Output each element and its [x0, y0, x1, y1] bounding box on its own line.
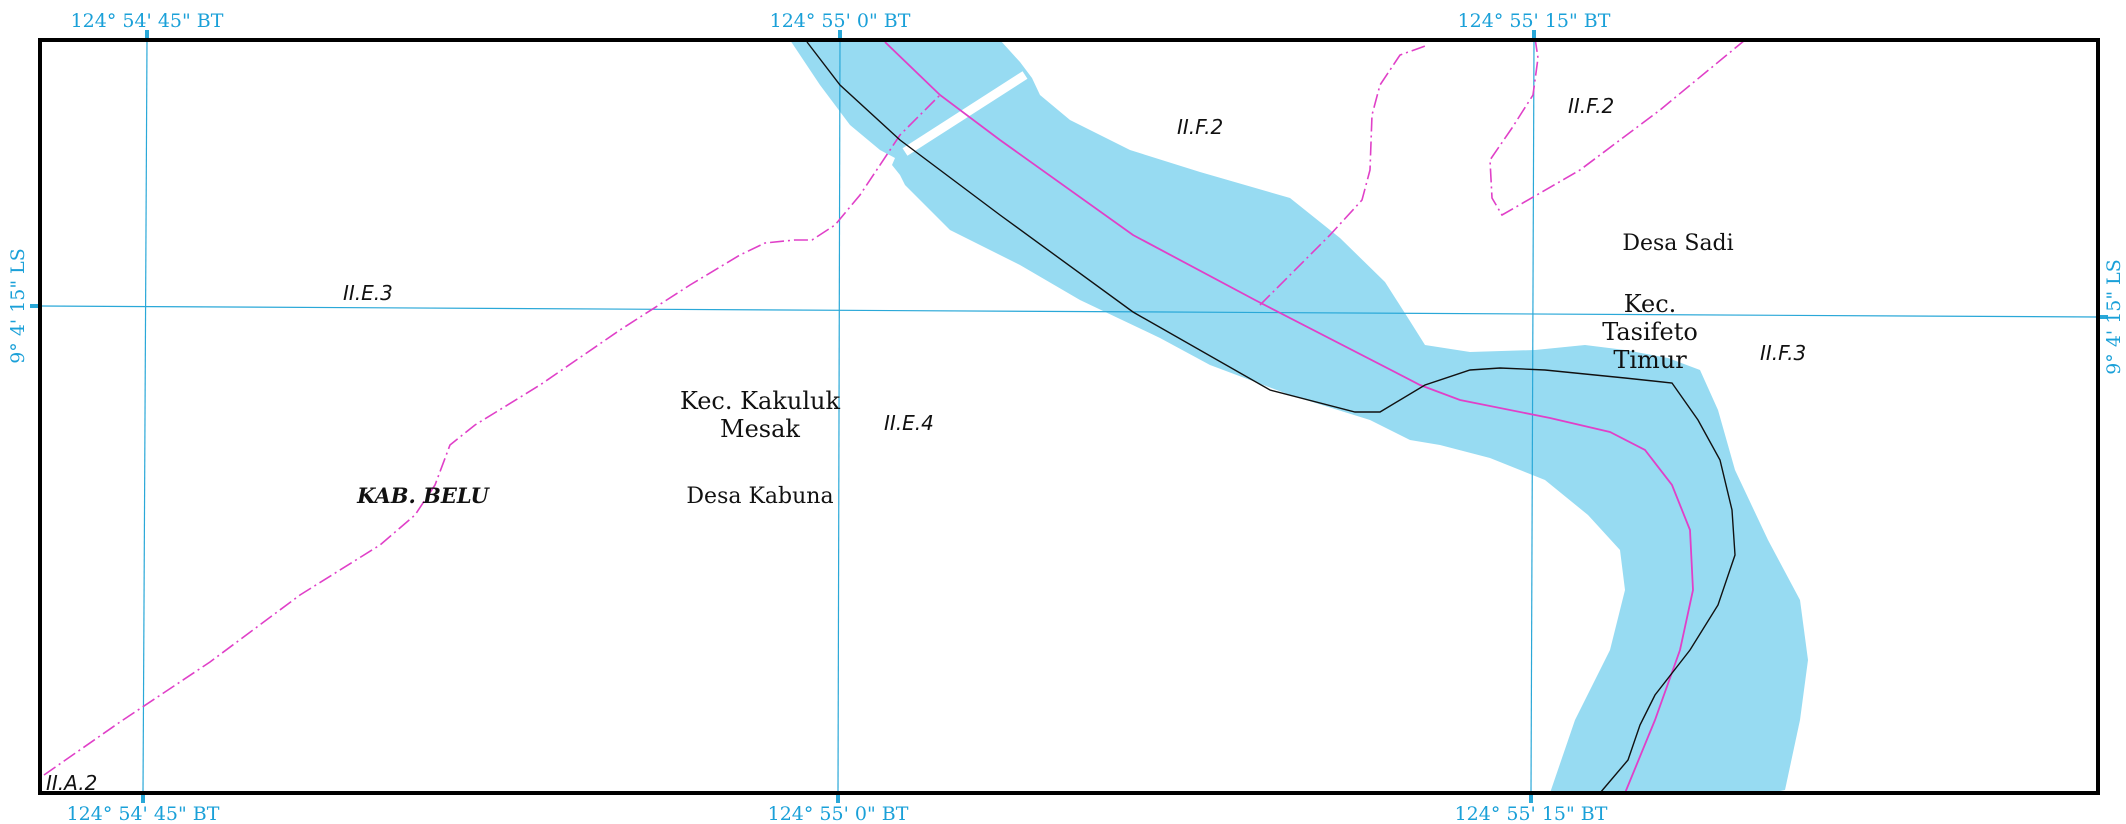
- label-kec-kakuluk-mesak-1: Kec. Kakuluk: [680, 387, 841, 415]
- place-labels: Desa Sadi Kec. Tasifeto Timur Kec. Kakul…: [356, 231, 1734, 509]
- grid-line-horizontal-1: [39, 305, 2099, 318]
- label-kec-tasifeto-timur-3: Timur: [1613, 346, 1687, 374]
- coord-bottom-3: 124° 55' 15" BT: [1455, 803, 1608, 824]
- label-desa-kabuna: Desa Kabuna: [686, 484, 833, 509]
- label-kec-kakuluk-mesak-2: Mesak: [720, 415, 800, 443]
- code-ii-e-4: II.E.4: [884, 411, 934, 435]
- grid-line-vertical-3: [1530, 39, 1535, 794]
- code-ii-f-2-b: II.F.2: [1568, 94, 1614, 118]
- grid-line-vertical-2: [837, 39, 841, 794]
- coord-top-2: 124° 55' 0" BT: [770, 10, 911, 32]
- boundary-kab-belu: [43, 94, 941, 776]
- boundary-ii-f-2-west: [1259, 44, 1429, 306]
- coord-bottom-2: 124° 55' 0" BT: [768, 803, 909, 824]
- boundary-kecamatan: [884, 41, 1694, 794]
- river-area: [790, 40, 1808, 793]
- coord-right: 9° 4' 15" LS: [2103, 259, 2125, 375]
- label-desa-sadi: Desa Sadi: [1622, 231, 1733, 256]
- code-ii-e-3: II.E.3: [343, 281, 393, 305]
- code-ii-f-2-a: II.F.2: [1177, 115, 1223, 139]
- code-ii-a-2: II.A.2: [46, 771, 97, 795]
- label-kab-belu: KAB. BELU: [356, 483, 490, 508]
- sheet-code-labels: II.F.2 II.F.2 II.E.3 II.E.4 II.F.3 II.A.…: [46, 94, 1806, 795]
- map-frame: [38, 38, 2100, 795]
- coord-top-1: 124° 54' 45" BT: [71, 10, 224, 32]
- grid-line-vertical-1: [142, 39, 148, 794]
- district-boundary: [884, 41, 1694, 794]
- road: [806, 41, 1736, 794]
- label-kec-tasifeto-timur-1: Kec.: [1624, 290, 1677, 318]
- boundary-ii-f-2-east: [1489, 37, 1746, 217]
- coordinate-labels: 124° 54' 45" BT 124° 55' 0" BT 124° 55' …: [7, 10, 2125, 824]
- code-ii-f-3: II.F.3: [1760, 341, 1806, 365]
- coord-bottom-1: 124° 54' 45" BT: [67, 803, 220, 824]
- coord-left: 9° 4' 15" LS: [7, 248, 29, 364]
- river: [790, 40, 1808, 793]
- road-line: [806, 41, 1736, 794]
- label-kec-tasifeto-timur-2: Tasifeto: [1602, 318, 1698, 346]
- admin-boundaries: [43, 37, 1746, 776]
- coord-top-3: 124° 55' 15" BT: [1458, 10, 1611, 32]
- coordinate-grid: [39, 39, 2099, 794]
